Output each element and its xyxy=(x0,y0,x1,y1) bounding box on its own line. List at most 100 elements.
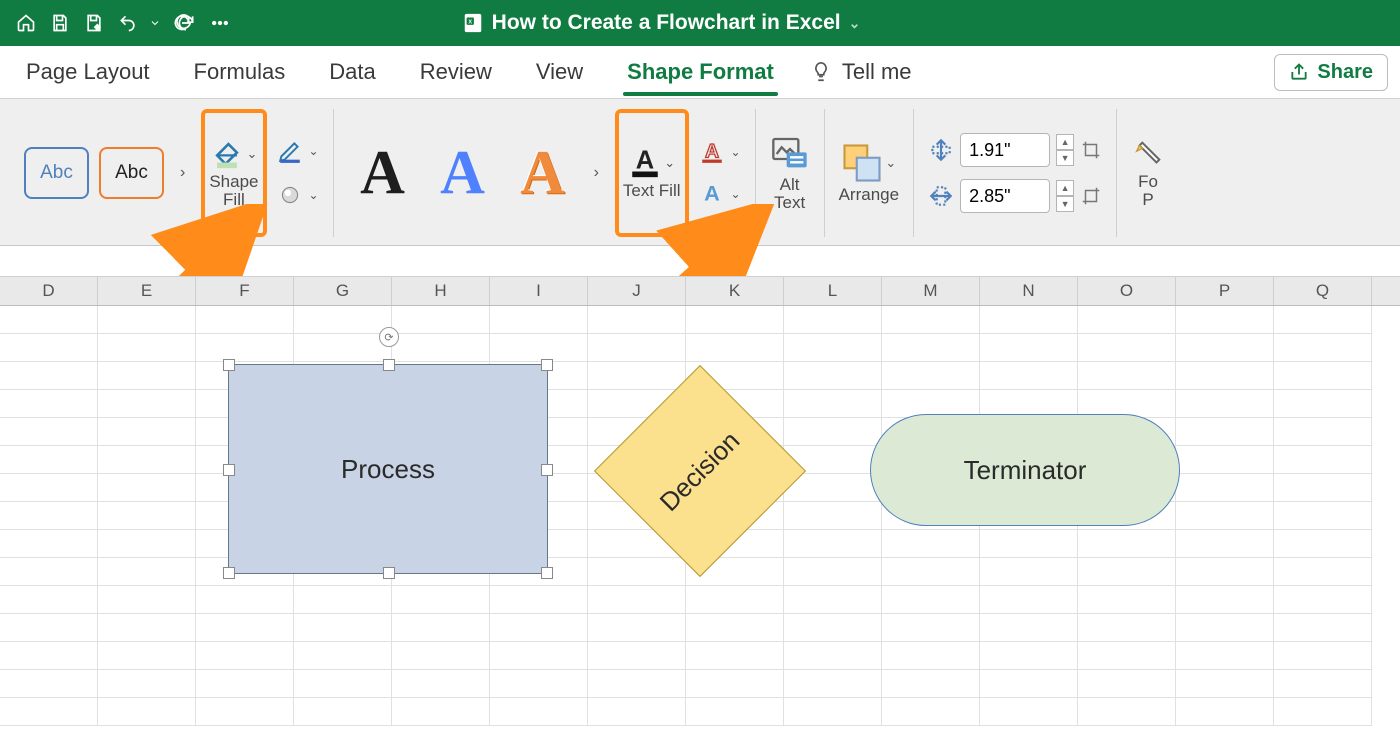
width-input[interactable]: 2.85" xyxy=(960,179,1050,213)
col-header-K[interactable]: K xyxy=(686,277,784,305)
save-as-icon[interactable] xyxy=(80,9,108,37)
document-title-wrap[interactable]: X How to Create a Flowchart in Excel ⌄ xyxy=(240,11,1082,35)
alt-text-label: Alt Text xyxy=(774,176,805,212)
resize-handle-sw[interactable] xyxy=(223,567,235,579)
crop-top-icon[interactable] xyxy=(1080,137,1102,163)
format-pane-button[interactable]: Fo P xyxy=(1131,109,1165,237)
arrange-button[interactable]: ⌄ Arrange xyxy=(839,109,899,237)
alt-text-button[interactable]: Alt Text xyxy=(770,109,810,237)
svg-text:A: A xyxy=(636,147,654,175)
column-headers: DEFGHIJKLMNOPQ xyxy=(0,276,1400,306)
resize-handle-n[interactable] xyxy=(383,359,395,371)
shape-effects-button[interactable]: ⌄ xyxy=(277,179,319,211)
arrange-dropdown-icon[interactable]: ⌄ xyxy=(883,155,896,171)
col-header-H[interactable]: H xyxy=(392,277,490,305)
undo-icon[interactable] xyxy=(114,9,142,37)
width-step-up[interactable]: ▲ xyxy=(1056,180,1074,196)
col-header-N[interactable]: N xyxy=(980,277,1078,305)
shape-decision[interactable]: Decision xyxy=(605,376,795,566)
text-fill-label: Text Fill xyxy=(623,182,681,200)
resize-handle-nw[interactable] xyxy=(223,359,235,371)
height-icon xyxy=(928,137,954,163)
alt-text-icon xyxy=(770,134,810,174)
process-label: Process xyxy=(341,454,435,485)
col-header-E[interactable]: E xyxy=(98,277,196,305)
col-header-J[interactable]: J xyxy=(588,277,686,305)
shape-style-more-icon[interactable]: › xyxy=(174,164,191,182)
shape-outline-button[interactable]: ⌄ xyxy=(277,135,319,167)
shape-terminator[interactable]: Terminator xyxy=(870,414,1180,526)
rotate-handle[interactable]: ⟳ xyxy=(379,327,399,347)
tab-formulas[interactable]: Formulas xyxy=(172,46,308,98)
tab-view[interactable]: View xyxy=(514,46,605,98)
shape-style-preset-2[interactable]: Abc xyxy=(99,147,164,199)
col-header-L[interactable]: L xyxy=(784,277,882,305)
col-header-O[interactable]: O xyxy=(1078,277,1176,305)
col-header-F[interactable]: F xyxy=(196,277,294,305)
text-outline-button[interactable]: A ⌄ xyxy=(699,136,741,168)
ribbon-tabs: Page Layout Formulas Data Review View Sh… xyxy=(0,46,1400,98)
redo-icon[interactable] xyxy=(168,9,196,37)
text-fill-button[interactable]: A ⌄ Text Fill xyxy=(615,109,689,237)
group-alt-text: Alt Text xyxy=(756,109,825,237)
text-fill-dropdown-icon[interactable]: ⌄ xyxy=(662,155,675,171)
shape-height: 1.91" ▲ ▼ xyxy=(928,133,1102,167)
wordart-more-icon[interactable]: › xyxy=(588,164,605,182)
height-input[interactable]: 1.91" xyxy=(960,133,1050,167)
more-icon[interactable] xyxy=(206,9,234,37)
shape-style-preset-1[interactable]: Abc xyxy=(24,147,89,199)
cell-grid[interactable]: Process ⟳ Decision Terminator xyxy=(0,306,1400,726)
tell-me-label: Tell me xyxy=(842,59,912,85)
save-icon[interactable] xyxy=(46,9,74,37)
col-header-D[interactable]: D xyxy=(0,277,98,305)
svg-text:X: X xyxy=(468,19,472,25)
text-outline-icon: A xyxy=(699,139,725,165)
resize-handle-s[interactable] xyxy=(383,567,395,579)
effects-icon xyxy=(277,182,303,208)
text-effects-button[interactable]: A ⌄ xyxy=(699,178,741,210)
wordart-preset-3[interactable]: A xyxy=(508,142,578,204)
terminator-label: Terminator xyxy=(964,455,1087,486)
group-wordart-styles: A A A › A ⌄ Text Fill A ⌄ A ⌄ xyxy=(334,109,756,237)
title-caret-icon[interactable]: ⌄ xyxy=(849,15,861,32)
wordart-preset-1[interactable]: A xyxy=(348,142,418,204)
group-format-pane: Fo P xyxy=(1117,109,1179,237)
shape-fill-dropdown-icon[interactable]: ⌄ xyxy=(244,146,257,162)
undo-dropdown-icon[interactable] xyxy=(148,9,162,37)
resize-handle-w[interactable] xyxy=(223,464,235,476)
height-step-down[interactable]: ▼ xyxy=(1056,150,1074,166)
tell-me[interactable]: Tell me xyxy=(796,59,912,85)
tab-shape-format[interactable]: Shape Format xyxy=(605,46,796,98)
height-step-up[interactable]: ▲ xyxy=(1056,134,1074,150)
svg-text:A: A xyxy=(704,140,718,162)
arrange-label: Arrange xyxy=(839,186,899,204)
wordart-preset-2[interactable]: A xyxy=(428,142,498,204)
resize-handle-ne[interactable] xyxy=(541,359,553,371)
document-title: How to Create a Flowchart in Excel xyxy=(492,11,841,35)
format-pane-label: Fo P xyxy=(1138,173,1158,209)
share-icon xyxy=(1289,62,1309,82)
col-header-M[interactable]: M xyxy=(882,277,980,305)
shape-process[interactable]: Process ⟳ xyxy=(228,364,548,574)
tab-page-layout[interactable]: Page Layout xyxy=(4,46,172,98)
lightbulb-icon xyxy=(810,61,832,83)
text-fill-icon: A xyxy=(628,146,662,180)
svg-text:A: A xyxy=(704,181,720,206)
resize-handle-e[interactable] xyxy=(541,464,553,476)
col-header-P[interactable]: P xyxy=(1176,277,1274,305)
col-header-I[interactable]: I xyxy=(490,277,588,305)
tab-data[interactable]: Data xyxy=(307,46,397,98)
share-button[interactable]: Share xyxy=(1274,54,1388,91)
pen-outline-icon xyxy=(277,138,303,164)
arrange-icon xyxy=(841,142,883,184)
col-header-Q[interactable]: Q xyxy=(1274,277,1372,305)
resize-handle-se[interactable] xyxy=(541,567,553,579)
home-icon[interactable] xyxy=(12,9,40,37)
shape-fill-button[interactable]: ⌄ Shape Fill xyxy=(201,109,266,237)
crop-bottom-icon[interactable] xyxy=(1080,183,1102,209)
shape-fill-label: Shape Fill xyxy=(209,173,258,209)
tab-review[interactable]: Review xyxy=(398,46,514,98)
col-header-G[interactable]: G xyxy=(294,277,392,305)
width-step-down[interactable]: ▼ xyxy=(1056,196,1074,212)
group-arrange: ⌄ Arrange xyxy=(825,109,914,237)
